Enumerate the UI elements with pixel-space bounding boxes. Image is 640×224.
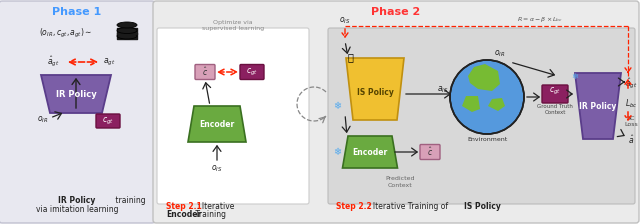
FancyBboxPatch shape bbox=[420, 144, 440, 159]
FancyBboxPatch shape bbox=[0, 1, 155, 223]
Text: IS Policy: IS Policy bbox=[356, 88, 394, 97]
Text: Context: Context bbox=[544, 110, 566, 114]
Text: $o_{IS}$: $o_{IS}$ bbox=[211, 164, 223, 174]
FancyBboxPatch shape bbox=[328, 28, 635, 204]
FancyBboxPatch shape bbox=[153, 1, 639, 223]
Text: : Iterative Training of: : Iterative Training of bbox=[368, 202, 448, 211]
Text: Training: Training bbox=[193, 209, 226, 218]
Text: ❄: ❄ bbox=[572, 71, 579, 80]
Text: Predicted: Predicted bbox=[385, 175, 415, 181]
Text: ❄: ❄ bbox=[333, 101, 341, 111]
Ellipse shape bbox=[117, 22, 137, 28]
Text: Step 2.1: Step 2.1 bbox=[166, 202, 202, 211]
Ellipse shape bbox=[117, 28, 137, 34]
Text: $(o_{IR}, c_{gt}, a_{gt}) \sim$: $(o_{IR}, c_{gt}, a_{gt}) \sim$ bbox=[39, 26, 93, 40]
Polygon shape bbox=[575, 73, 621, 139]
Text: Environment: Environment bbox=[467, 136, 507, 142]
Text: IR Policy: IR Policy bbox=[579, 101, 617, 110]
Text: $L_{bc}$: $L_{bc}$ bbox=[625, 98, 637, 110]
Text: IS Policy: IS Policy bbox=[464, 202, 501, 211]
Polygon shape bbox=[188, 106, 246, 142]
FancyBboxPatch shape bbox=[240, 65, 264, 80]
Text: Optimize via: Optimize via bbox=[213, 19, 253, 24]
Text: Step 2.2: Step 2.2 bbox=[336, 202, 372, 211]
Ellipse shape bbox=[117, 33, 137, 39]
Text: $o_{IS}$: $o_{IS}$ bbox=[339, 16, 351, 26]
Text: Phase 1: Phase 1 bbox=[52, 7, 102, 17]
Text: $\hat{a}$: $\hat{a}$ bbox=[628, 134, 634, 146]
Text: Context: Context bbox=[388, 183, 412, 187]
Text: BC: BC bbox=[627, 116, 636, 121]
Text: Ground Truth: Ground Truth bbox=[537, 103, 573, 108]
Polygon shape bbox=[342, 136, 397, 168]
Text: Encoder: Encoder bbox=[353, 147, 388, 157]
Text: $\hat{c}$: $\hat{c}$ bbox=[427, 146, 433, 158]
Polygon shape bbox=[41, 75, 111, 113]
Text: $o_{IR}$: $o_{IR}$ bbox=[494, 49, 506, 59]
Text: IR Policy: IR Policy bbox=[58, 196, 96, 205]
Text: Encoder: Encoder bbox=[200, 119, 235, 129]
Text: Phase 2: Phase 2 bbox=[371, 7, 420, 17]
Polygon shape bbox=[488, 98, 505, 111]
Text: Loss: Loss bbox=[624, 121, 638, 127]
Text: $\hat{a}_{gt}$: $\hat{a}_{gt}$ bbox=[625, 77, 637, 91]
FancyBboxPatch shape bbox=[96, 114, 120, 128]
Polygon shape bbox=[468, 64, 500, 91]
Text: $c_{gt}$: $c_{gt}$ bbox=[102, 115, 114, 127]
Text: $\hat{a}_{gt}$: $\hat{a}_{gt}$ bbox=[47, 55, 60, 69]
FancyBboxPatch shape bbox=[157, 28, 309, 204]
Text: $\hat{c}$: $\hat{c}$ bbox=[202, 66, 208, 78]
FancyBboxPatch shape bbox=[195, 65, 215, 80]
Text: $c_{gt}$: $c_{gt}$ bbox=[549, 85, 561, 97]
Text: $o_{IR}$: $o_{IR}$ bbox=[37, 115, 49, 125]
Text: Encoder: Encoder bbox=[166, 209, 201, 218]
Polygon shape bbox=[346, 58, 404, 120]
Text: : Iterative: : Iterative bbox=[197, 202, 234, 211]
Text: via imitation learning: via imitation learning bbox=[36, 205, 118, 213]
Circle shape bbox=[450, 60, 524, 134]
Polygon shape bbox=[462, 96, 480, 112]
Text: $R = \alpha - \beta \times L_{bc}$: $R = \alpha - \beta \times L_{bc}$ bbox=[517, 15, 563, 24]
Text: $a_{gt}$: $a_{gt}$ bbox=[103, 56, 115, 68]
Text: IR Policy: IR Policy bbox=[56, 90, 97, 99]
Text: $a_{IS}$: $a_{IS}$ bbox=[437, 85, 449, 95]
FancyBboxPatch shape bbox=[542, 85, 568, 103]
Text: ❄: ❄ bbox=[333, 147, 341, 157]
Text: supervised learning: supervised learning bbox=[202, 26, 264, 30]
Text: $c_{gt}$: $c_{gt}$ bbox=[246, 67, 258, 78]
Text: training: training bbox=[113, 196, 146, 205]
Text: 🔥: 🔥 bbox=[347, 52, 353, 62]
